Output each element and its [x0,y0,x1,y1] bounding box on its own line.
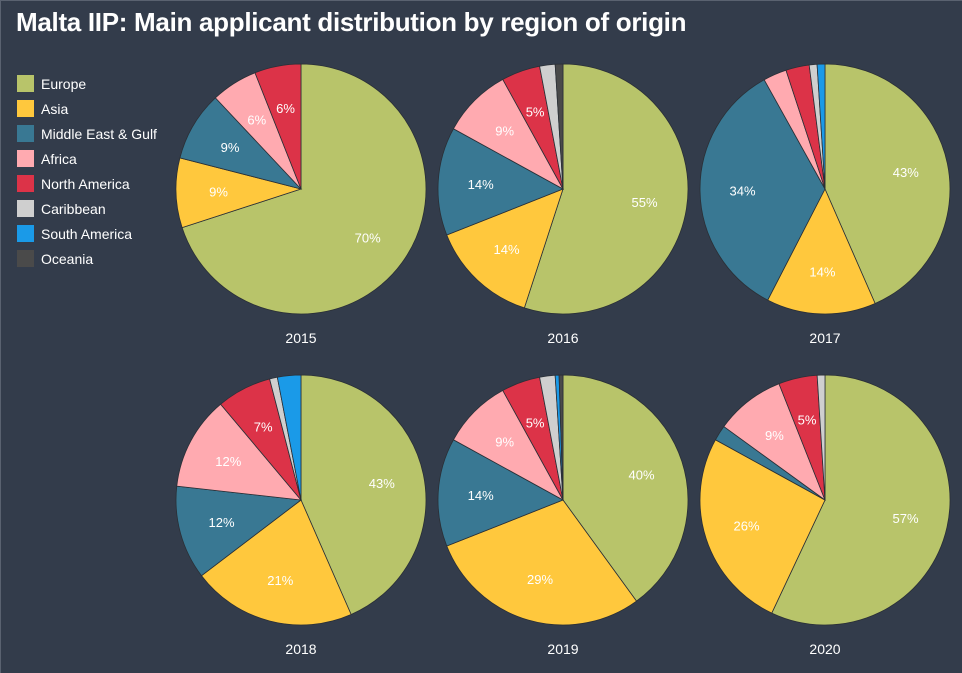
legend-item: Oceania [17,246,157,271]
legend-item: North America [17,171,157,196]
data-label: 70% [355,231,381,246]
data-label: 40% [628,468,654,483]
data-label: 9% [221,140,240,155]
pie-2020: 57% 26% 9% 5% 2020 [699,374,951,657]
pie-slice [300,374,427,616]
pie-slice [446,188,564,309]
data-label: 9% [495,435,514,450]
pie-year-label: 2019 [547,641,578,657]
legend-swatch [17,150,34,167]
data-label: 9% [765,428,784,443]
pie-2019: 40% 29% 14% 9% 5% 2019 [437,374,689,657]
pie-2016: 55% 14% 14% 9% 5% 2016 [437,63,689,346]
data-label: 6% [276,101,295,116]
pie-slice [200,499,352,626]
pie-year-label: 2015 [285,330,316,346]
data-label: 12% [208,515,234,530]
legend-label: Asia [41,100,69,117]
pie-2017: 43% 14% 34% 2017 [699,63,951,346]
legend-swatch [17,175,34,192]
pie-slice [446,499,638,626]
pie-slice [276,374,302,501]
legend-swatch [17,100,34,117]
data-label: 43% [369,476,395,491]
data-label: 34% [729,183,755,198]
legend-swatch [17,250,34,267]
data-label: 14% [809,265,835,280]
pie-slice [699,79,826,301]
legend-label: Caribbean [41,200,106,217]
pie-slice [562,374,689,602]
data-label: 9% [209,185,228,200]
data-label: 26% [733,519,759,534]
legend-label: North America [41,175,130,192]
pie-year-label: 2018 [285,641,316,657]
legend-swatch [17,75,34,92]
legend-swatch [17,200,34,217]
pie-slice [176,403,302,501]
data-label: 21% [267,573,293,588]
pie-year-label: 2020 [809,641,840,657]
data-label: 43% [893,165,919,180]
pie-slice [767,188,876,315]
data-label: 5% [526,415,545,430]
legend-swatch [17,125,34,142]
legend-item: Caribbean [17,196,157,221]
data-label: 57% [892,511,918,526]
legend-item: South America [17,221,157,246]
legend-item: Asia [17,96,157,121]
pie-slice [771,374,951,626]
data-label: 14% [468,488,494,503]
pie-slice [816,374,826,501]
pie-2018: 43% 21% 12% 12% 7% 2018 [175,374,427,657]
data-label: 6% [247,112,266,127]
data-label: 12% [215,454,241,469]
pie-slice [181,63,427,315]
legend-label: South America [41,225,133,242]
pie-2015: 70% 9% 9% 6% 6% 2015 [175,63,427,346]
legend-item: Africa [17,146,157,171]
data-label: 14% [468,177,494,192]
chart-title: Malta IIP: Main applicant distribution b… [16,7,687,37]
legend: Europe Asia Middle East & Gulf Africa North … [17,71,157,271]
pie-slice [437,439,564,547]
data-label: 5% [526,104,545,119]
pie-slice [824,63,951,305]
pie-slice [558,374,564,501]
pie-slice [523,63,689,315]
pie-slice [554,63,564,190]
legend-item: Middle East & Gulf [17,121,157,146]
data-label: 5% [798,413,817,428]
legend-label: Africa [41,150,77,167]
pie-slice [816,63,826,190]
data-label: 29% [527,572,553,587]
pie-slice [254,63,302,190]
legend-label: Oceania [41,250,94,267]
pie-year-label: 2017 [809,330,840,346]
pie-year-label: 2016 [547,330,578,346]
legend-label: Middle East & Gulf [41,125,157,142]
pie-slice [437,128,564,236]
legend-label: Europe [41,75,87,92]
legend-swatch [17,225,34,242]
data-label: 14% [493,242,519,257]
data-label: 7% [254,420,273,435]
data-label: 9% [495,124,514,139]
data-label: 55% [631,195,657,210]
legend-item: Europe [17,71,157,96]
pie-slice [175,485,303,577]
